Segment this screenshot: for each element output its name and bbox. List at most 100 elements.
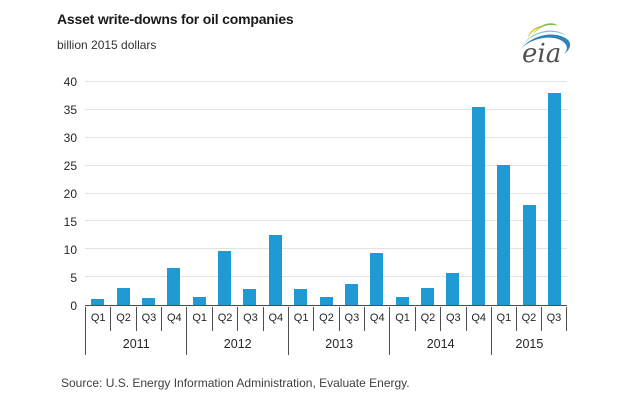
gridline xyxy=(85,276,567,278)
x-tick-label-quarter: Q2 xyxy=(517,307,542,331)
bar-2012-Q3 xyxy=(243,288,257,305)
eia-logo-leaf-yellow xyxy=(528,25,546,38)
bar-2014-Q1 xyxy=(395,297,409,305)
bar-2012-Q4 xyxy=(268,234,282,305)
bar-cell xyxy=(212,82,237,305)
y-tick-label: 5 xyxy=(70,271,77,285)
quarter-row: Q1 Q2 Q3 Q4 xyxy=(187,307,287,331)
y-axis-tick-labels: 0 5 10 15 20 25 30 35 40 xyxy=(0,75,77,313)
x-tick-label-year: 2015 xyxy=(515,337,544,351)
y-tick-label: 0 xyxy=(70,299,77,313)
x-tick-label-quarter: Q3 xyxy=(340,307,366,331)
bar-cell xyxy=(263,82,288,305)
year-group-2015: Q1 Q2 Q3 2015 xyxy=(490,307,567,355)
bar-2015-Q1 xyxy=(497,164,511,305)
bar-2014-Q2 xyxy=(421,287,435,305)
x-tick-label-quarter: Q4 xyxy=(166,312,182,324)
bar-series xyxy=(85,82,567,305)
bar-2011-Q1 xyxy=(91,299,105,305)
bar-cell xyxy=(339,82,364,305)
bar-cell xyxy=(440,82,465,305)
y-tick-label: 15 xyxy=(63,215,77,229)
eia-logo-text: eia xyxy=(522,39,561,69)
bar-2012-Q1 xyxy=(192,297,206,305)
x-tick-label-quarter: Q2 xyxy=(314,307,340,331)
x-tick-label-quarter: Q4 xyxy=(369,312,385,324)
quarter-row: Q1 Q2 Q3 xyxy=(492,307,567,331)
x-tick-label-quarter: Q1 xyxy=(187,307,213,331)
year-group-2013: Q1 Q2 Q3 Q4 2013 xyxy=(287,307,389,355)
y-tick-label: 30 xyxy=(63,131,77,145)
x-tick-label-year: 2012 xyxy=(223,337,252,351)
bar-cell xyxy=(85,82,110,305)
chart-title: Asset write-downs for oil companies xyxy=(57,11,294,27)
y-tick-label: 25 xyxy=(63,159,77,173)
x-tick-label-quarter: Q1 xyxy=(289,307,315,331)
bar-2012-Q2 xyxy=(218,251,232,305)
x-tick-label-quarter: Q3 xyxy=(137,307,163,331)
bar-2011-Q2 xyxy=(116,287,130,305)
y-tick-label: 40 xyxy=(63,75,77,89)
year-group-2011: Q1 Q2 Q3 Q4 2011 xyxy=(85,307,186,355)
x-tick-label-quarter: Q1 xyxy=(390,307,416,331)
x-tick-label-year: 2011 xyxy=(122,337,150,351)
year-group-2014: Q1 Q2 Q3 Q4 2014 xyxy=(389,307,490,355)
bar-2015-Q2 xyxy=(522,204,536,305)
x-tick-label-quarter: Q1 xyxy=(86,307,112,331)
bar-2015-Q3 xyxy=(547,92,561,305)
bar-2013-Q3 xyxy=(344,284,358,305)
source-note: Source: U.S. Energy Information Administ… xyxy=(61,376,410,390)
x-tick-label-quarter: Q3 xyxy=(238,307,264,331)
eia-logo-leaf-green xyxy=(532,23,558,36)
bar-cell xyxy=(364,82,389,305)
bar-2011-Q4 xyxy=(167,267,181,305)
bar-cell xyxy=(542,82,567,305)
x-tick-label-quarter: Q2 xyxy=(416,307,442,331)
x-tick-label-quarter: Q1 xyxy=(492,307,517,331)
x-tick-label-quarter: Q2 xyxy=(111,307,137,331)
bar-2013-Q2 xyxy=(319,296,333,305)
y-tick-label: 10 xyxy=(63,243,77,257)
bar-cell xyxy=(516,82,541,305)
y-tick-label: 35 xyxy=(63,103,77,117)
quarter-row: Q1 Q2 Q3 Q4 xyxy=(289,307,389,331)
gridline xyxy=(85,136,567,138)
bar-cell xyxy=(313,82,338,305)
bar-cell xyxy=(415,82,440,305)
bar-cell xyxy=(110,82,135,305)
y-tick-label: 20 xyxy=(63,187,77,201)
x-tick-label-quarter: Q3 xyxy=(441,307,467,331)
eia-logo-icon: eia xyxy=(520,23,571,69)
gridline xyxy=(85,108,567,110)
quarter-row: Q1 Q2 Q3 Q4 xyxy=(390,307,490,331)
bar-cell xyxy=(237,82,262,305)
chart-units-subtitle: billion 2015 dollars xyxy=(57,38,157,52)
x-tick-label-year: 2013 xyxy=(325,337,354,351)
x-axis: Q1 Q2 Q3 Q4 2011 Q1 Q2 Q3 Q4 2012 Q1 Q2 Q3 Q4 2013 Q1 Q2… xyxy=(85,307,567,355)
bar-cell xyxy=(161,82,186,305)
bar-2013-Q4 xyxy=(370,253,384,305)
bar-cell xyxy=(390,82,415,305)
bar-2013-Q1 xyxy=(294,289,308,305)
gridline xyxy=(85,248,567,250)
x-tick-label-quarter: Q4 xyxy=(471,312,487,324)
x-tick-label-quarter: Q2 xyxy=(213,307,239,331)
bar-2011-Q3 xyxy=(141,297,155,305)
bar-cell xyxy=(136,82,161,305)
bar-cell xyxy=(491,82,516,305)
bar-2014-Q3 xyxy=(446,272,460,305)
x-tick-label-quarter: Q3 xyxy=(546,312,562,324)
gridline xyxy=(85,164,567,166)
bar-2014-Q4 xyxy=(471,106,485,305)
gridline xyxy=(85,192,567,194)
x-tick-label-quarter: Q4 xyxy=(268,312,284,324)
bar-cell xyxy=(466,82,491,305)
eia-logo-arc-blue xyxy=(520,34,571,54)
gridline xyxy=(85,81,567,82)
year-group-2012: Q1 Q2 Q3 Q4 2012 xyxy=(186,307,287,355)
bar-cell xyxy=(187,82,212,305)
x-tick-label-year: 2014 xyxy=(426,337,455,351)
gridline xyxy=(85,220,567,222)
plot-area xyxy=(85,81,567,306)
